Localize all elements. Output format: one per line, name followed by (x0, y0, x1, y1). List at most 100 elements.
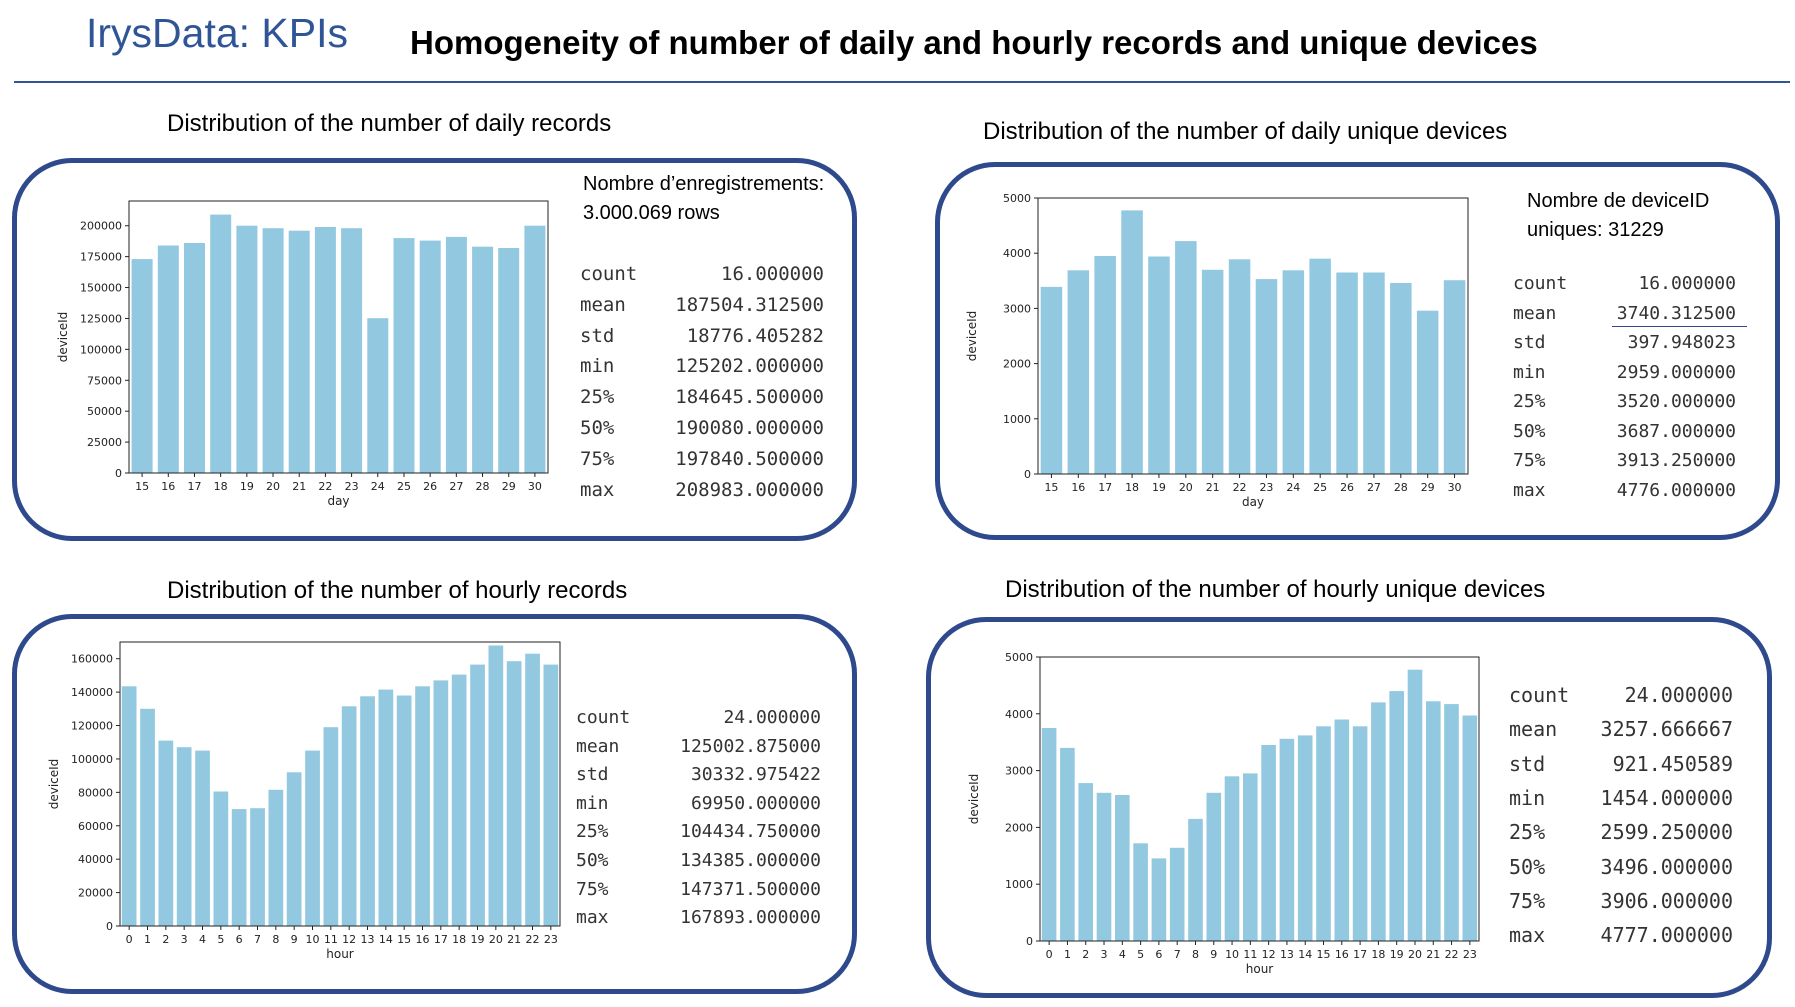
stats-label: max (1509, 923, 1546, 948)
x-tick-label: 4 (1119, 948, 1126, 961)
stats-value: 187504.312500 (675, 293, 824, 316)
x-tick-label: 17 (187, 480, 201, 493)
bar (525, 653, 540, 926)
stats-value: 2959.000000 (1616, 361, 1736, 383)
bar (1175, 241, 1197, 474)
bar (1336, 272, 1358, 474)
stats-label: 25% (1513, 391, 1546, 412)
stats-label: max (580, 478, 615, 501)
plot-frame (1039, 656, 1480, 942)
y-tick-label: 100000 (71, 753, 113, 766)
y-tick-label: 140000 (71, 686, 113, 699)
stats-value: 3906.000000 (1600, 888, 1733, 913)
y-tick-label: 0 (1024, 468, 1031, 481)
bar (121, 686, 137, 926)
bar (157, 245, 179, 473)
x-tick-label: 9 (1210, 948, 1217, 961)
bar (543, 664, 559, 926)
bar (1067, 270, 1090, 474)
x-tick-label: 20 (266, 480, 280, 493)
bar (1224, 776, 1240, 941)
bar (1133, 843, 1148, 941)
bar (1201, 269, 1224, 474)
bar (498, 248, 520, 473)
devices-note: Nombre de deviceID uniques: 31229 (1527, 187, 1709, 245)
bar (393, 238, 415, 473)
x-tick-label: 23 (345, 480, 359, 493)
y-tick-label: 120000 (71, 720, 113, 733)
bar (1416, 310, 1439, 474)
x-tick-label: 26 (1340, 481, 1354, 494)
y-tick-label: 3000 (1005, 765, 1033, 778)
bar (323, 727, 339, 926)
x-tick-label: 11 (1243, 948, 1257, 961)
bar (213, 791, 229, 926)
y-tick-label: 4000 (1005, 708, 1033, 721)
x-tick-label: 21 (507, 933, 521, 946)
bar (1094, 256, 1116, 474)
plot-frame (1037, 197, 1469, 475)
y-tick-label: 150000 (80, 282, 122, 295)
x-tick-label: 29 (502, 480, 516, 493)
bar (472, 246, 494, 473)
bar (524, 225, 546, 473)
stats-label: std (580, 324, 615, 347)
stats-value: 184645.500000 (675, 386, 824, 409)
bar (419, 240, 441, 473)
stats-value: 3257.666667 (1600, 717, 1733, 742)
stats-label: mean (580, 293, 626, 316)
y-axis-label: deviceId (56, 312, 70, 363)
x-tick-label: 22 (1233, 481, 1247, 494)
stats-value: 30332.975422 (690, 764, 821, 786)
caption-hourly-records: Distribution of the number of hourly rec… (167, 577, 628, 604)
bar (367, 318, 389, 473)
y-tick-label: 3000 (1003, 302, 1031, 315)
panel-hourly-records (12, 614, 857, 994)
bar (195, 750, 210, 926)
y-tick-label: 5000 (1005, 651, 1033, 664)
x-axis-label: day (327, 494, 349, 508)
x-tick-label: 18 (1371, 948, 1385, 961)
x-tick-label: 12 (342, 933, 356, 946)
x-tick-label: 6 (236, 933, 243, 946)
x-tick-label: 4 (199, 933, 206, 946)
y-tick-label: 60000 (78, 820, 113, 833)
stats-label: 75% (576, 878, 609, 900)
bar (305, 750, 320, 926)
bar (1389, 691, 1404, 941)
bar (1151, 858, 1167, 941)
bar (1334, 719, 1350, 941)
bar (1040, 286, 1063, 474)
bar (1297, 735, 1313, 941)
bar (470, 664, 485, 926)
x-tick-label: 30 (528, 480, 542, 493)
x-tick-label: 27 (1367, 481, 1381, 494)
bar (1060, 747, 1075, 941)
x-tick-label: 17 (434, 933, 448, 946)
y-axis-label: deviceId (967, 774, 981, 825)
x-tick-label: 11 (324, 933, 338, 946)
bar (250, 808, 265, 926)
stats-label: min (1509, 785, 1546, 810)
x-tick-label: 3 (1101, 948, 1108, 961)
x-tick-label: 27 (449, 480, 463, 493)
x-tick-label: 21 (292, 480, 306, 493)
stats-label: 50% (1513, 420, 1546, 442)
x-tick-label: 0 (1046, 948, 1053, 961)
x-axis-label: hour (326, 947, 354, 961)
x-axis-label: hour (1246, 962, 1274, 976)
y-tick-label: 0 (1026, 935, 1033, 948)
bar (131, 259, 153, 473)
x-tick-label: 20 (489, 933, 503, 946)
x-tick-label: 6 (1155, 948, 1162, 961)
x-tick-label: 19 (240, 480, 254, 493)
stats-value: 3687.000000 (1616, 420, 1736, 442)
bar (1148, 256, 1170, 474)
x-tick-label: 5 (217, 933, 224, 946)
bar (1462, 715, 1478, 941)
bar (1390, 283, 1412, 474)
x-tick-label: 25 (1313, 481, 1327, 494)
chart-daily-records: 0 25000 50000 75000 100000 125000 150000 175000… (56, 200, 549, 508)
bar (1309, 258, 1331, 474)
stats-label: max (576, 907, 609, 929)
